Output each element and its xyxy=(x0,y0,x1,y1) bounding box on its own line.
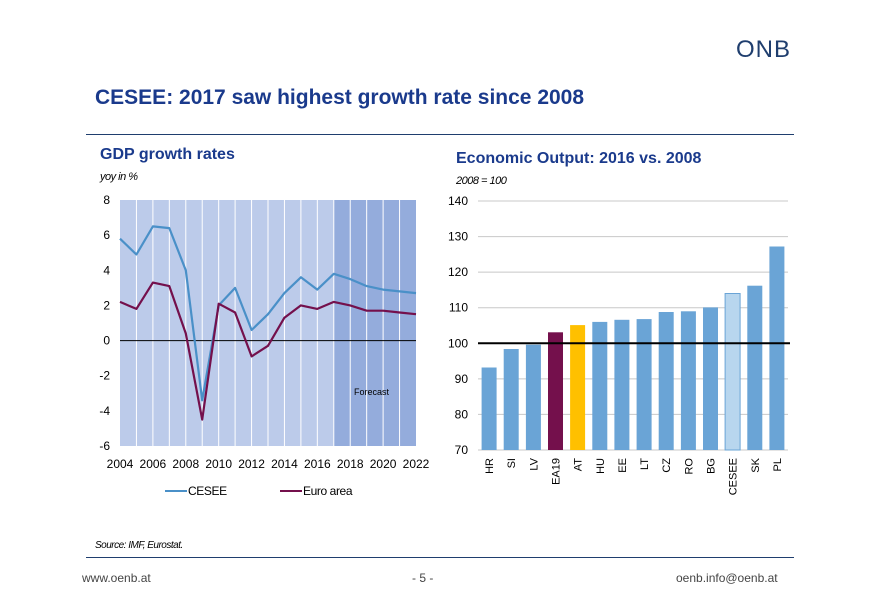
right-y-tick-label: 110 xyxy=(449,301,468,315)
left-x-tick-label: 2018 xyxy=(337,457,364,471)
left-x-tick-label: 2010 xyxy=(205,457,232,471)
bar-ea19 xyxy=(548,332,563,450)
left-x-tick-label: 2016 xyxy=(304,457,331,471)
left-x-tick-label: 2006 xyxy=(140,457,167,471)
left-chart-title: GDP growth rates xyxy=(100,146,235,163)
left-y-tick-label: -2 xyxy=(99,369,110,383)
category-label: SK xyxy=(750,457,762,472)
bar-pl xyxy=(769,246,785,450)
title-divider xyxy=(86,134,794,135)
series-line-euro-area xyxy=(119,281,417,421)
right-y-tick-label: 130 xyxy=(448,230,468,244)
right-y-tick-label: 100 xyxy=(448,336,468,350)
right-y-tick-label: 90 xyxy=(455,372,469,386)
bar-si xyxy=(503,349,519,450)
category-label: HU xyxy=(595,458,607,474)
bar-ro xyxy=(680,311,696,450)
category-label: PL xyxy=(772,458,784,471)
right-y-tick-label: 70 xyxy=(455,443,469,457)
bar-bg xyxy=(703,307,718,450)
left-y-tick-label: 4 xyxy=(103,263,110,277)
right-chart-unit: 2008 = 100 xyxy=(456,175,507,187)
left-x-tick-label: 2004 xyxy=(107,457,134,471)
category-label: EA19 xyxy=(551,458,563,485)
bar-hu xyxy=(592,321,608,450)
left-x-tick-label: 2022 xyxy=(403,457,430,471)
series-line-cesee xyxy=(119,225,417,402)
right-plot-area xyxy=(478,201,788,450)
category-label: SI xyxy=(506,458,518,468)
legend-label-cesee: CESEE xyxy=(188,484,227,498)
bar-cesee xyxy=(724,293,741,451)
oenb-logo: ONB xyxy=(736,36,792,63)
source-note: Source: IMF, Eurostat. xyxy=(95,540,183,551)
footer-divider xyxy=(86,557,794,558)
bar-at xyxy=(570,325,586,450)
footer-email: oenb.info@oenb.at xyxy=(676,571,778,585)
forecast-annotation: Forecast xyxy=(354,387,390,397)
category-label: RO xyxy=(683,458,695,475)
left-x-tick-label: 2012 xyxy=(238,457,265,471)
right-y-tick-label: 80 xyxy=(455,407,469,421)
left-y-tick-label: -4 xyxy=(99,404,110,418)
forecast-band xyxy=(333,200,416,446)
left-y-tick-label: 0 xyxy=(103,334,110,348)
category-label: LT xyxy=(639,458,651,470)
left-x-tick-label: 2008 xyxy=(172,457,199,471)
left-y-tick-label: -6 xyxy=(99,439,110,453)
right-y-tick-label: 120 xyxy=(448,265,468,279)
category-label: AT xyxy=(573,458,585,472)
category-label: EE xyxy=(617,458,629,473)
bar-ee xyxy=(614,319,630,450)
category-label: CESEE xyxy=(728,458,740,495)
left-y-tick-label: 6 xyxy=(103,228,110,242)
bar-cz xyxy=(658,312,674,450)
category-label: CZ xyxy=(661,458,673,473)
right-chart-title: Economic Output: 2016 vs. 2008 xyxy=(456,150,702,167)
bar-lv xyxy=(525,344,541,450)
category-label: HR xyxy=(484,458,496,474)
left-x-tick-label: 2020 xyxy=(370,457,397,471)
category-label: BG xyxy=(706,458,718,474)
bar-hr xyxy=(481,367,497,450)
footer-website: www.oenb.at xyxy=(82,571,151,585)
legend-label-euro-area: Euro area xyxy=(303,484,353,498)
left-chart-unit: yoy in % xyxy=(100,171,138,183)
left-y-tick-label: 8 xyxy=(103,193,110,207)
left-y-tick-label: 2 xyxy=(103,298,110,312)
bar-lt xyxy=(636,319,652,450)
slide-title: CESEE: 2017 saw highest growth rate sinc… xyxy=(95,86,585,109)
footer-page-number: - 5 - xyxy=(412,571,434,585)
category-label: LV xyxy=(528,457,540,470)
left-x-tick-label: 2014 xyxy=(271,457,298,471)
right-y-tick-label: 140 xyxy=(448,194,468,208)
bar-sk xyxy=(747,285,763,450)
